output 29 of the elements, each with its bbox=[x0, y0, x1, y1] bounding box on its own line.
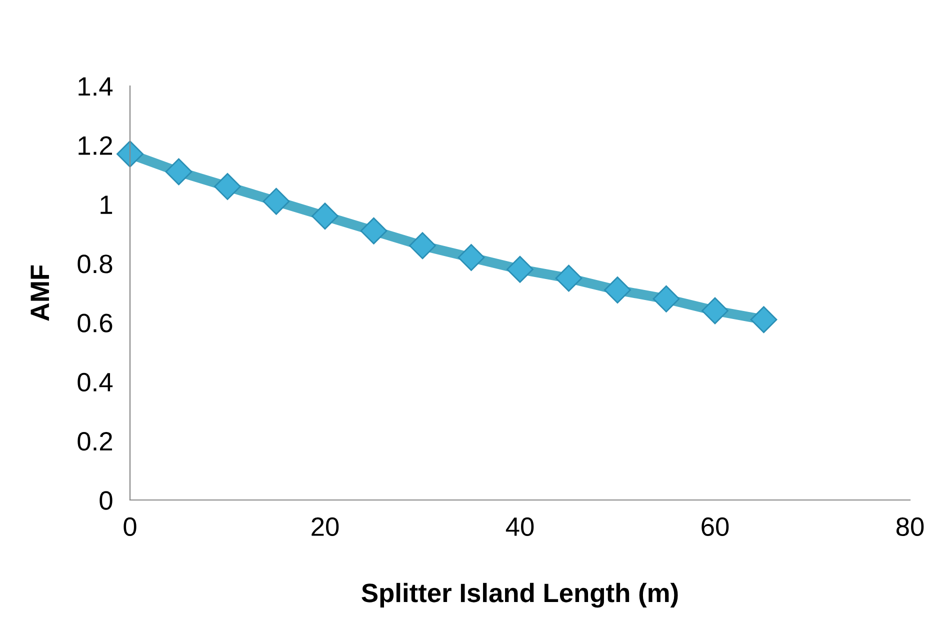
y-axis-title: AMF bbox=[30, 265, 49, 321]
y-tick-label: 1.2 bbox=[78, 136, 112, 155]
y-tick-label: 1 bbox=[100, 196, 112, 214]
point bbox=[458, 244, 485, 271]
point bbox=[165, 158, 192, 186]
y-tick-label: 1.4 bbox=[78, 77, 113, 96]
point bbox=[312, 202, 338, 230]
y-tick-label: 0.6 bbox=[78, 314, 112, 332]
point bbox=[652, 285, 680, 312]
x-tick-label: 20 bbox=[312, 517, 339, 536]
point bbox=[555, 264, 582, 292]
point bbox=[506, 256, 534, 283]
point bbox=[409, 232, 436, 260]
point bbox=[604, 276, 631, 304]
y-tick-label: 0.8 bbox=[78, 254, 112, 274]
y-tick-label: 0.4 bbox=[78, 372, 113, 392]
point bbox=[214, 173, 241, 200]
x-axis-title: Splitter Island Length (m) bbox=[362, 582, 678, 608]
y-tick-label: 0 bbox=[100, 491, 112, 510]
point bbox=[702, 297, 728, 324]
x-tick-label: 0 bbox=[124, 517, 136, 536]
point bbox=[750, 306, 778, 334]
point bbox=[116, 140, 144, 168]
y-tick-label: 0.2 bbox=[78, 432, 112, 451]
x-tick-label: 80 bbox=[896, 517, 924, 536]
x-tick-label: 40 bbox=[506, 517, 534, 536]
point bbox=[262, 188, 290, 215]
point bbox=[360, 217, 388, 244]
x-tick-label: 60 bbox=[702, 517, 729, 536]
